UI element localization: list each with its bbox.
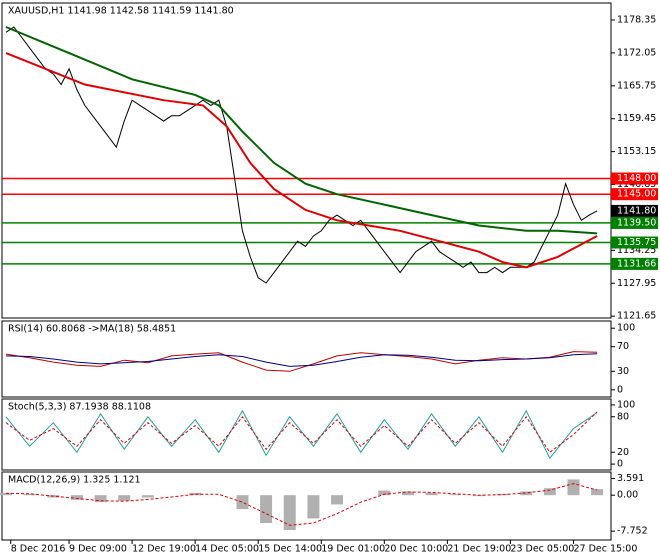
x-tick-label: 20 Dec 10:00	[384, 544, 448, 555]
panel-title: MACD(12,26,9) 1.325 1.121	[8, 475, 141, 486]
y-tick-label: -7.752	[617, 526, 648, 537]
y-tick-label: 1146.85	[617, 179, 656, 190]
level-label-bg	[611, 257, 658, 270]
x-tick-label: 12 Dec 19:00	[132, 544, 196, 555]
panel-title: XAUUSD,H1 1141.98 1142.58 1141.59 1141.8…	[8, 6, 234, 17]
y-tick-label: 1134.25	[617, 245, 656, 256]
y-tick-label: 1159.45	[617, 113, 656, 124]
series-line	[5, 351, 598, 372]
level-label: 1131.66	[617, 258, 656, 269]
level-label: 1139.50	[617, 217, 656, 228]
level-label: 1148.00	[617, 173, 656, 184]
histogram-bar	[449, 494, 462, 496]
histogram-bar	[23, 493, 36, 496]
histogram-bar	[378, 490, 391, 496]
level-label-bg	[611, 216, 658, 229]
series-line	[5, 411, 598, 454]
level-label: 1141.80	[617, 205, 656, 216]
y-tick-label: 1127.95	[617, 278, 656, 289]
series-line	[5, 353, 598, 367]
y-tick-label: 20	[617, 447, 629, 458]
x-tick-label: 21 Dec 19:00	[447, 544, 511, 555]
histogram-bar	[425, 492, 438, 496]
y-tick-label: 1178.35	[617, 14, 656, 25]
histogram-bar	[0, 492, 12, 496]
series-line	[5, 26, 598, 235]
level-label-bg	[611, 236, 658, 249]
y-tick-label: 0	[617, 384, 623, 395]
series-line	[5, 26, 598, 284]
level-label-bg	[611, 172, 658, 185]
histogram-bar	[401, 491, 414, 496]
y-tick-label: 30	[617, 366, 629, 377]
x-tick-label: 27 Dec 15:00	[573, 544, 637, 555]
y-tick-label: 0.00	[617, 490, 638, 501]
panel-title: Stoch(5,3,3) 87.1938 88.1108	[8, 402, 151, 413]
histogram-bar	[94, 495, 107, 503]
histogram-bar	[260, 495, 273, 524]
histogram-bar	[236, 495, 249, 510]
level-label-bg	[611, 188, 658, 201]
level-label: 1135.75	[617, 237, 656, 248]
y-tick-label: 1165.75	[617, 80, 656, 91]
histogram-bar	[543, 488, 556, 496]
histogram-bar	[567, 479, 580, 496]
x-tick-label: 8 Dec 2016	[11, 544, 66, 555]
y-tick-label: 1153.15	[617, 146, 656, 157]
histogram-bar	[520, 491, 533, 496]
y-tick-label: 1121.65	[617, 311, 656, 322]
y-tick-label: 80	[617, 411, 629, 422]
y-tick-label: 1172.05	[617, 47, 656, 58]
panel-title: RSI(14) 60.8068 ->MA(18) 58.4851	[8, 324, 176, 335]
y-tick-label: 100	[617, 399, 635, 410]
histogram-bar	[331, 495, 344, 505]
x-tick-label: 15 Dec 14:00	[258, 544, 322, 555]
series-line	[5, 409, 598, 460]
histogram-bar	[591, 489, 604, 496]
histogram-bar	[189, 492, 202, 496]
y-tick-label: 3.591	[617, 473, 644, 484]
y-tick-label: 0	[617, 459, 623, 470]
histogram-bar	[307, 495, 320, 519]
histogram-bar	[496, 493, 509, 496]
y-tick-label: 70	[617, 341, 629, 352]
histogram-bar	[283, 495, 296, 530]
x-tick-label: 19 Dec 01:00	[321, 544, 385, 555]
series-line	[5, 52, 598, 269]
x-tick-label: 9 Dec 09:00	[69, 544, 127, 555]
histogram-bar	[118, 495, 131, 501]
y-tick-label: 100	[617, 323, 635, 334]
x-tick-label: 14 Dec 05:00	[195, 544, 259, 555]
histogram-bar	[70, 495, 83, 500]
histogram-bar	[141, 495, 154, 498]
level-label-bg	[611, 204, 658, 217]
x-tick-label: 23 Dec 05:00	[510, 544, 574, 555]
series-line	[5, 483, 598, 526]
level-label: 1145.00	[617, 189, 656, 200]
